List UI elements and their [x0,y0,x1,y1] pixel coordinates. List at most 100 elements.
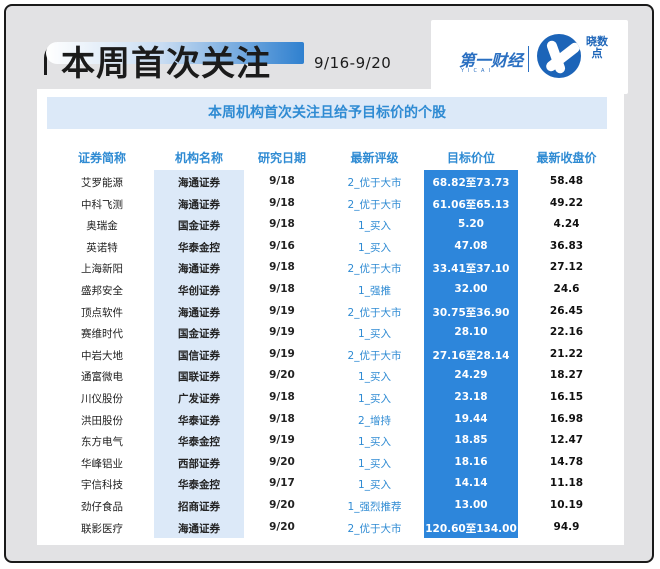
table-row: 中岩大地 国信证券 9/19 2_优于大市 27.16至28.14 21.22 [37,345,624,367]
cell-name: 劲仔食品 [81,501,123,513]
cell-org: 西部证券 [178,457,220,470]
cell-close: 21.22 [549,347,584,360]
table-row: 盛邦安全 华创证券 9/18 1_强推 32.00 24.6 [37,280,624,302]
cell-date: 9/17 [269,477,295,490]
cell-close: 18.27 [549,369,584,382]
cell-rating: 1_买入 [358,393,391,405]
cell-date: 9/18 [269,175,295,187]
table-row: 英诺特 华泰金控 9/16 1_买入 47.08 36.83 [37,237,624,259]
table-row: 通富微电 国联证券 9/20 1_买入 24.29 18.27 [37,366,624,388]
column-header-target: 目标价位 [446,151,495,165]
cell-org: 华泰金控 [178,479,220,492]
cell-name: 赛维时代 [81,328,123,341]
cell-date: 9/18 [269,218,295,231]
cell-target: 28.10 [454,326,488,339]
cell-date: 9/20 [269,520,295,533]
yicai-logo-sub: YICAI [461,68,494,74]
cell-close: 58.48 [549,175,584,187]
cell-rating: 2_增持 [358,414,391,427]
cell-close: 26.45 [549,304,584,317]
cell-date: 9/18 [269,412,295,425]
table-row: 赛维时代 国金证券 9/19 1_买入 28.10 22.16 [37,323,624,345]
cell-date: 9/18 [269,391,295,403]
cell-date: 9/20 [269,455,295,468]
cell-target: 14.14 [454,477,488,490]
cell-rating: 2_优于大市 [347,177,402,189]
xiaoshu-logo-text: 晓数点 [586,35,608,60]
table-row: 中科飞测 海通证券 9/18 2_优于大市 61.06至65.13 49.22 [37,194,624,216]
cell-rating: 2_优于大市 [347,198,402,211]
cell-name: 上海新阳 [81,263,123,276]
cell-org: 华泰金控 [178,436,220,449]
logo-divider [528,46,529,72]
table-row: 东方电气 华泰金控 9/19 1_买入 18.85 12.47 [37,431,624,453]
table-row: 劲仔食品 招商证券 9/20 1_强烈推荐 13.00 10.19 [37,496,624,518]
cell-target: 68.82至73.73 [432,177,510,189]
cell-org: 广发证券 [178,393,220,405]
cell-close: 24.6 [553,283,580,295]
cell-rating: 1_买入 [358,479,391,492]
table-row: 顶点软件 海通证券 9/19 2_优于大市 30.75至36.90 26.45 [37,302,624,324]
table-row: 艾罗能源 海通证券 9/18 2_优于大市 68.82至73.73 58.48 [37,172,624,194]
cell-rating: 1_买入 [358,328,391,341]
cell-name: 通富微电 [81,371,123,384]
cell-target: 5.20 [458,218,484,231]
table-row: 联影医疗 海通证券 9/20 2_优于大市 120.60至134.00 94.9 [37,518,624,540]
cell-close: 16.98 [549,412,584,425]
cell-org: 招商证券 [178,501,220,513]
cell-target: 61.06至65.13 [432,198,510,211]
cell-target: 32.00 [454,283,488,295]
cell-org: 华泰金控 [178,241,220,254]
table-row: 上海新阳 海通证券 9/18 2_优于大市 33.41至37.10 27.12 [37,258,624,280]
cell-close: 22.16 [549,326,584,339]
cell-target: 30.75至36.90 [432,306,510,319]
cell-org: 海通证券 [178,306,220,319]
cell-rating: 1_买入 [358,220,391,233]
table-row: 川仪股份 广发证券 9/18 1_买入 23.18 16.15 [37,388,624,410]
brand-logos: 第一财经 YICAI 晓数点 [431,20,628,94]
cell-date: 9/18 [269,261,295,274]
table-banner: 本周机构首次关注且给予目标价的个股 [47,97,607,129]
cell-close: 27.12 [549,261,584,274]
target-column-background [424,170,518,538]
cell-close: 4.24 [553,218,580,231]
cell-target: 33.41至37.10 [432,263,510,276]
cell-close: 94.9 [553,520,580,533]
cell-date: 9/19 [269,304,295,317]
cell-org: 海通证券 [178,198,220,211]
header-gradient-bar [46,42,304,64]
cell-rating: 1_强烈推荐 [347,501,402,513]
cell-org: 国金证券 [178,328,220,341]
cell-close: 49.22 [549,196,584,209]
table-card: 本周机构首次关注且给予目标价的个股 证券简称 机构名称 研究日期 最新评级 目标… [37,89,624,545]
cell-date: 9/19 [269,434,295,447]
table-row: 奥瑞金 国金证券 9/18 1_买入 5.20 4.24 [37,215,624,237]
cell-close: 36.83 [549,239,584,252]
page-title: 本周首次关注 [61,44,271,84]
column-header-date: 研究日期 [257,151,306,165]
table-row: 华峰铝业 西部证券 9/20 1_买入 18.16 14.78 [37,453,624,475]
cell-target: 120.60至134.00 [425,522,517,535]
cell-close: 10.19 [549,499,584,511]
cell-date: 9/18 [269,283,295,295]
cell-rating: 2_优于大市 [347,263,402,276]
cell-close: 11.18 [549,477,584,490]
cell-target: 47.08 [454,239,488,252]
cell-org: 海通证券 [178,177,220,189]
cell-date: 9/18 [269,196,295,209]
cell-date: 9/16 [269,239,295,252]
cell-rating: 1_买入 [358,371,391,384]
cell-rating: 2_优于大市 [347,306,402,319]
cell-name: 奥瑞金 [86,220,118,233]
cell-rating: 1_买入 [358,241,391,254]
cell-date: 9/20 [269,369,295,382]
cell-close: 14.78 [549,455,584,468]
cell-org: 海通证券 [178,522,220,535]
cell-org: 华泰证券 [178,414,220,427]
column-header-name: 证券简称 [77,151,126,165]
cell-target: 27.16至28.14 [432,349,510,362]
table-row: 洪田股份 华泰证券 9/18 2_增持 19.44 16.98 [37,410,624,432]
cell-org: 华创证券 [178,285,220,297]
cell-org: 国信证券 [178,349,220,362]
cell-name: 宇信科技 [81,479,123,492]
